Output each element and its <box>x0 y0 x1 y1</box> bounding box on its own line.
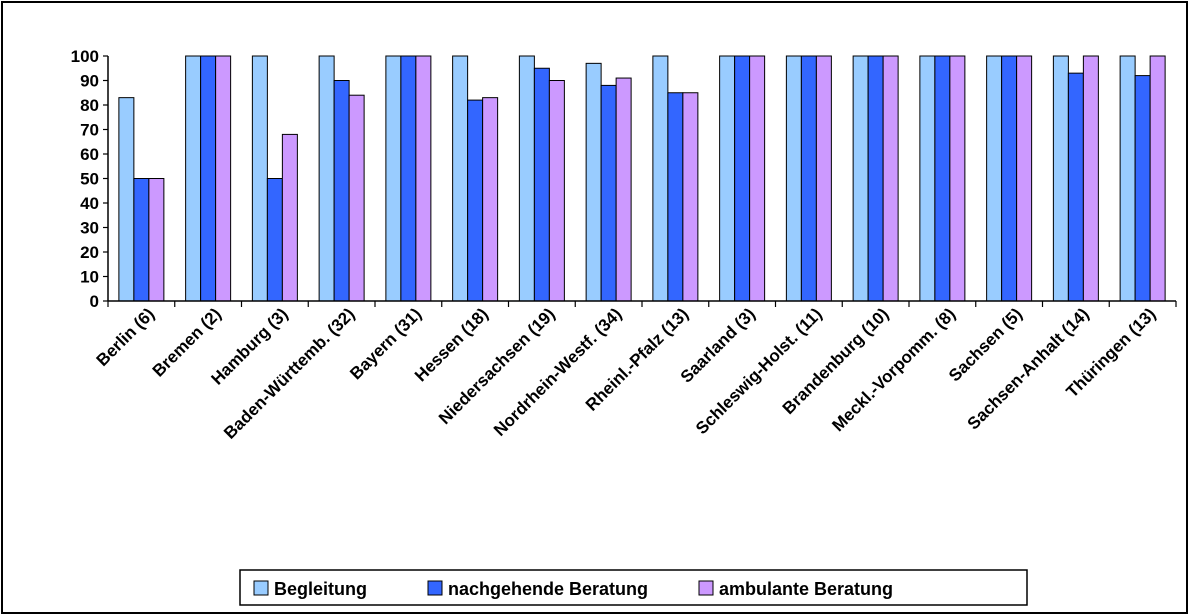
bar-ambulante-beratung <box>281 133 298 302</box>
bar-ambulante-beratung <box>815 55 832 302</box>
y-axis: 0 10 20 30 40 50 60 70 80 90 100 <box>71 47 109 311</box>
y-tick-label: 100 <box>71 47 99 66</box>
bar-begleitung <box>318 55 335 302</box>
y-tick-label: 20 <box>80 243 99 262</box>
bar-begleitung <box>185 55 202 302</box>
bar-begleitung <box>1119 55 1136 302</box>
bar-begleitung <box>385 55 402 302</box>
bar-ambulante-beratung <box>1082 55 1099 302</box>
bar-begleitung <box>852 55 869 302</box>
y-tick-label: 60 <box>80 145 99 164</box>
bar-ambulante-beratung <box>482 97 499 302</box>
legend-swatch-nachgehende-beratung <box>427 580 443 596</box>
bar-nachgehende-beratung <box>133 178 150 302</box>
bar-ambulante-beratung <box>615 77 632 302</box>
bar-ambulante-beratung <box>348 94 365 302</box>
bar-nachgehende-beratung <box>200 55 217 302</box>
bar-nachgehende-beratung <box>266 178 283 302</box>
legend-label-nachgehende-beratung: nachgehende Beratung <box>448 579 648 599</box>
y-tick-label: 0 <box>90 292 99 311</box>
legend-swatch-ambulante-beratung <box>698 580 714 596</box>
bar-ambulante-beratung <box>682 92 699 302</box>
bar-nachgehende-beratung <box>867 55 884 302</box>
legend-label-begleitung: Begleitung <box>274 579 367 599</box>
bar-begleitung <box>919 55 936 302</box>
y-tick-label: 50 <box>80 170 99 189</box>
bar-ambulante-beratung <box>1016 55 1033 302</box>
bar-begleitung <box>251 55 268 302</box>
bar-begleitung <box>1052 55 1069 302</box>
y-tick-label: 90 <box>80 72 99 91</box>
bar-ambulante-beratung <box>882 55 899 302</box>
bar-nachgehende-beratung <box>1001 55 1018 302</box>
bar-ambulante-beratung <box>215 55 232 302</box>
bar-nachgehende-beratung <box>467 99 484 302</box>
bar-nachgehende-beratung <box>333 80 350 302</box>
bar-nachgehende-beratung <box>934 55 951 302</box>
bar-ambulante-beratung <box>749 55 766 302</box>
bar-begleitung <box>518 55 535 302</box>
legend-swatch-begleitung <box>253 580 269 596</box>
bar-begleitung <box>785 55 802 302</box>
y-tick-label: 10 <box>80 268 99 287</box>
bar-begleitung <box>452 55 469 302</box>
bar-begleitung <box>118 97 135 302</box>
bar-nachgehende-beratung <box>400 55 417 302</box>
bar-begleitung <box>585 62 602 302</box>
bar-begleitung <box>719 55 736 302</box>
bar-nachgehende-beratung <box>800 55 817 302</box>
bars <box>118 55 1166 302</box>
bar-nachgehende-beratung <box>1067 72 1084 302</box>
bar-nachgehende-beratung <box>533 67 550 302</box>
bar-ambulante-beratung <box>415 55 432 302</box>
y-tick-label: 80 <box>80 96 99 115</box>
y-tick-label: 30 <box>80 219 99 238</box>
bar-ambulante-beratung <box>148 178 165 302</box>
bar-begleitung <box>652 55 669 302</box>
bar-nachgehende-beratung <box>734 55 751 302</box>
bar-ambulante-beratung <box>949 55 966 302</box>
bar-nachgehende-beratung <box>1134 75 1151 302</box>
y-tick-label: 70 <box>80 121 99 140</box>
legend-label-ambulante-beratung: ambulante Beratung <box>719 579 893 599</box>
bar-begleitung <box>986 55 1003 302</box>
bar-nachgehende-beratung <box>600 84 617 302</box>
bar-ambulante-beratung <box>1149 55 1166 302</box>
y-tick-label: 40 <box>80 194 99 213</box>
legend: Begleitung nachgehende Beratung ambulante … <box>239 569 1028 606</box>
bar-nachgehende-beratung <box>667 92 684 302</box>
bar-ambulante-beratung <box>548 80 565 302</box>
legend-box <box>239 569 1028 606</box>
